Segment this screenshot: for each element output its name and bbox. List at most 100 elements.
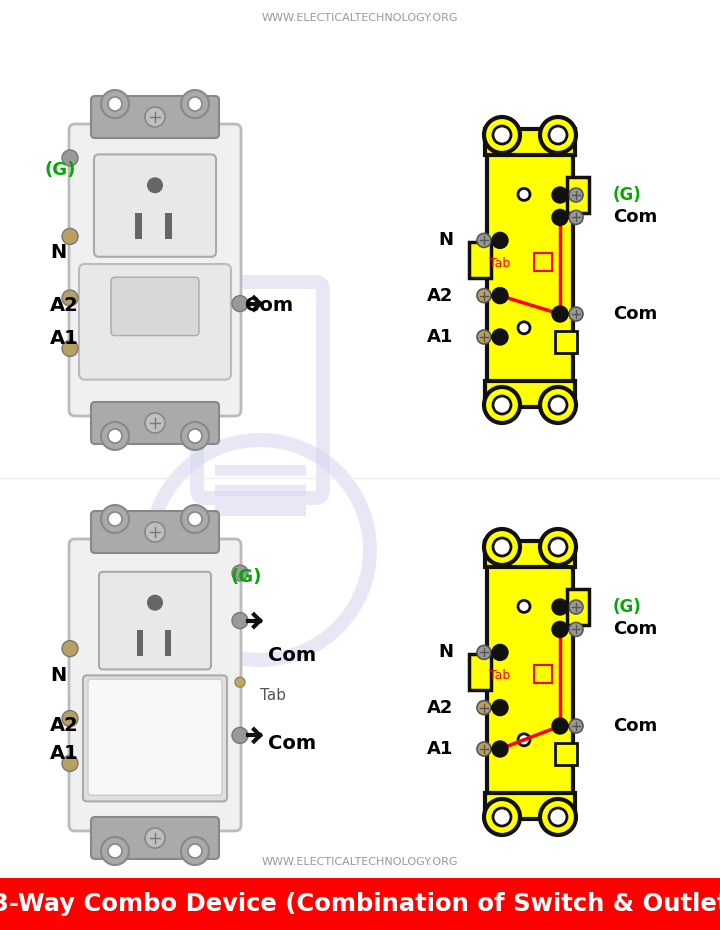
Circle shape — [108, 844, 122, 858]
Circle shape — [145, 828, 165, 848]
Bar — [137, 630, 143, 657]
Text: (G): (G) — [613, 598, 642, 616]
Circle shape — [62, 755, 78, 771]
Circle shape — [492, 287, 508, 303]
Circle shape — [549, 808, 567, 826]
Text: Com: Com — [268, 645, 316, 665]
Text: Com: Com — [613, 620, 657, 638]
Bar — [0, 878, 720, 930]
Circle shape — [145, 107, 165, 127]
Circle shape — [484, 117, 520, 153]
Circle shape — [101, 505, 129, 533]
Text: A2: A2 — [427, 286, 453, 305]
Circle shape — [552, 209, 568, 225]
Circle shape — [108, 429, 122, 443]
Bar — [485, 381, 575, 407]
Circle shape — [569, 210, 583, 224]
Circle shape — [552, 621, 568, 637]
Polygon shape — [520, 560, 552, 620]
Circle shape — [477, 645, 491, 659]
FancyBboxPatch shape — [69, 539, 241, 831]
Circle shape — [477, 288, 491, 302]
Circle shape — [569, 719, 583, 733]
Text: Com: Com — [245, 296, 293, 314]
Bar — [534, 253, 552, 271]
Circle shape — [492, 699, 508, 715]
FancyBboxPatch shape — [91, 96, 219, 138]
Circle shape — [477, 330, 491, 344]
Text: 3-Way Combo Device (Combination of Switch & Outlet: 3-Way Combo Device (Combination of Switc… — [0, 892, 720, 916]
Circle shape — [145, 522, 165, 542]
Circle shape — [518, 189, 530, 200]
Text: A1: A1 — [50, 743, 78, 763]
Text: Tab: Tab — [489, 669, 510, 682]
Circle shape — [540, 799, 576, 835]
Circle shape — [145, 413, 165, 433]
Circle shape — [62, 150, 78, 166]
Circle shape — [188, 512, 202, 526]
FancyBboxPatch shape — [99, 572, 211, 670]
Circle shape — [492, 329, 508, 345]
Circle shape — [181, 837, 209, 865]
Circle shape — [101, 837, 129, 865]
Bar — [165, 213, 172, 239]
Text: A1: A1 — [427, 328, 453, 346]
Circle shape — [62, 641, 78, 657]
Bar — [469, 242, 491, 278]
Circle shape — [540, 117, 576, 153]
Bar — [485, 129, 575, 155]
FancyBboxPatch shape — [487, 149, 573, 387]
Circle shape — [549, 126, 567, 144]
Circle shape — [477, 742, 491, 756]
Bar — [135, 213, 142, 239]
Circle shape — [232, 613, 248, 629]
Text: (G): (G) — [45, 161, 76, 179]
Circle shape — [540, 387, 576, 423]
FancyBboxPatch shape — [69, 124, 241, 416]
Circle shape — [484, 387, 520, 423]
Text: Tab: Tab — [260, 687, 286, 702]
FancyBboxPatch shape — [94, 154, 216, 257]
Text: A2: A2 — [50, 715, 78, 735]
Bar — [534, 665, 552, 683]
Text: A2: A2 — [427, 698, 453, 717]
Circle shape — [552, 718, 568, 734]
FancyBboxPatch shape — [111, 277, 199, 336]
Text: N: N — [438, 644, 453, 661]
Text: N: N — [50, 243, 66, 261]
Text: WWW.ELECTICALTECHNOLOGY.ORG: WWW.ELECTICALTECHNOLOGY.ORG — [262, 857, 458, 867]
Polygon shape — [520, 148, 552, 208]
Text: N: N — [50, 666, 66, 684]
Bar — [567, 589, 589, 625]
Circle shape — [518, 734, 530, 746]
Circle shape — [492, 232, 508, 248]
Circle shape — [181, 505, 209, 533]
Circle shape — [569, 307, 583, 321]
Bar — [567, 177, 589, 213]
Circle shape — [540, 529, 576, 565]
Text: Com: Com — [613, 717, 657, 735]
Text: (G): (G) — [613, 186, 642, 204]
Text: Com: Com — [613, 208, 657, 226]
Text: N: N — [438, 232, 453, 249]
Text: Tab: Tab — [489, 257, 510, 270]
Circle shape — [181, 90, 209, 118]
Bar — [165, 630, 171, 657]
FancyBboxPatch shape — [91, 402, 219, 444]
Circle shape — [147, 178, 163, 193]
Circle shape — [493, 396, 511, 414]
Bar — [485, 793, 575, 819]
FancyBboxPatch shape — [91, 817, 219, 859]
FancyBboxPatch shape — [83, 675, 227, 802]
Circle shape — [181, 422, 209, 450]
Circle shape — [492, 644, 508, 660]
Text: Com: Com — [268, 734, 316, 752]
Circle shape — [569, 622, 583, 636]
Circle shape — [188, 429, 202, 443]
Circle shape — [101, 422, 129, 450]
FancyBboxPatch shape — [555, 331, 577, 353]
Circle shape — [484, 799, 520, 835]
Text: A1: A1 — [427, 740, 453, 758]
FancyBboxPatch shape — [487, 561, 573, 799]
Circle shape — [108, 512, 122, 526]
